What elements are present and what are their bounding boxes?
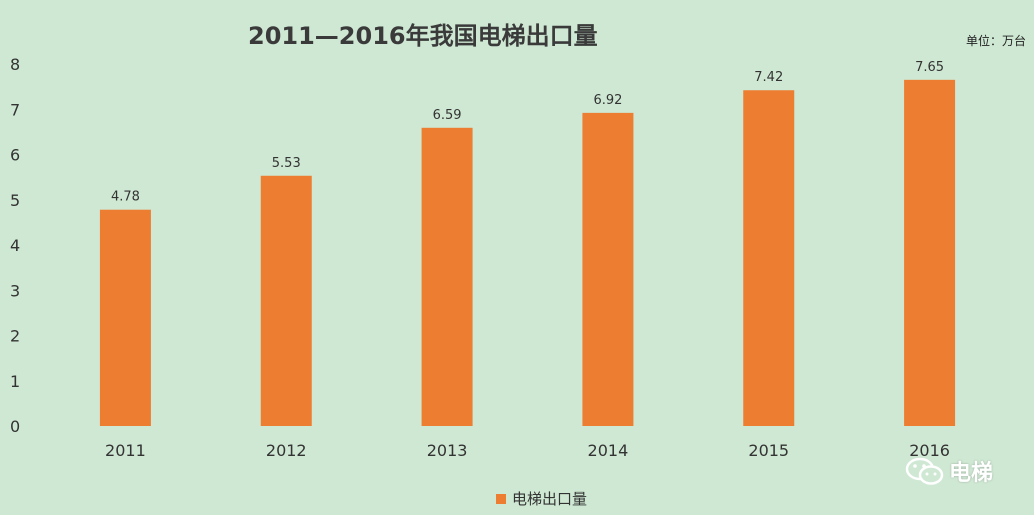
x-tick-label: 2016	[909, 441, 950, 460]
x-tick-label: 2014	[588, 441, 629, 460]
y-axis: 0 1 2 3 4 5 6 7 8	[10, 55, 20, 436]
legend-label: 电梯出口量	[512, 490, 588, 508]
y-tick-label: 4	[10, 236, 20, 255]
x-tick-label: 2011	[105, 441, 146, 460]
y-tick-label: 2	[10, 327, 20, 346]
watermark: 电梯	[905, 455, 993, 487]
bar	[421, 127, 473, 427]
bar	[904, 79, 956, 427]
y-tick-label: 1	[10, 372, 20, 391]
data-labels: 4.78 5.53 6.59 6.92 7.42 7.65	[111, 60, 944, 205]
bar	[582, 112, 634, 427]
y-tick-label: 0	[10, 417, 20, 436]
x-tick-label: 2013	[427, 441, 468, 460]
data-label: 4.78	[111, 190, 140, 205]
y-tick-label: 5	[10, 191, 20, 210]
data-label: 6.59	[433, 108, 462, 123]
chart-title: 2011—2016年我国电梯出口量	[248, 22, 598, 50]
y-tick-label: 8	[10, 55, 20, 74]
legend: 电梯出口量	[496, 488, 587, 509]
data-label: 6.92	[593, 93, 622, 108]
x-tick-label: 2012	[266, 441, 307, 460]
data-label: 7.42	[754, 70, 783, 85]
legend-swatch	[496, 493, 506, 504]
y-tick-label: 7	[10, 100, 20, 119]
y-tick-label: 6	[10, 146, 20, 165]
bar	[99, 209, 151, 426]
x-axis: 2011 2012 2013 2014 2015 2016	[105, 441, 950, 460]
y-tick-label: 3	[10, 281, 20, 300]
wechat-icon	[905, 457, 944, 485]
bar	[743, 90, 795, 427]
data-label: 7.65	[915, 60, 944, 75]
bar-series	[99, 79, 956, 427]
data-label: 5.53	[272, 156, 301, 171]
x-tick-label: 2015	[748, 441, 789, 460]
unit-label: 单位：万台	[965, 34, 1026, 48]
bar	[260, 175, 312, 426]
watermark-text: 电梯	[949, 461, 994, 486]
